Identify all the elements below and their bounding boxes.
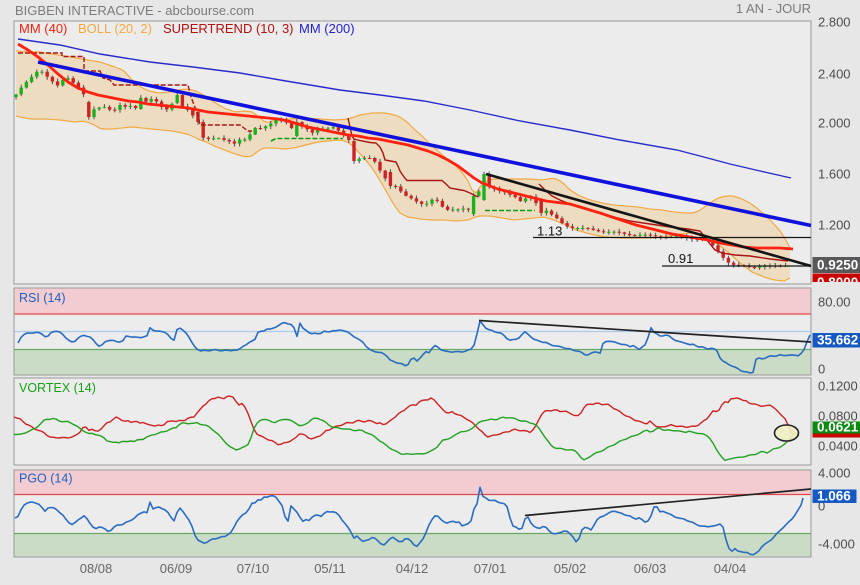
svg-text:1 AN - JOUR: 1 AN - JOUR — [736, 1, 811, 16]
svg-text:08/08: 08/08 — [80, 561, 113, 576]
svg-text:1.600: 1.600 — [818, 166, 851, 181]
svg-text:-4.000: -4.000 — [818, 536, 855, 551]
svg-text:1.13: 1.13 — [537, 224, 562, 239]
svg-text:0.0621: 0.0621 — [817, 420, 859, 435]
svg-text:1.200: 1.200 — [818, 217, 851, 232]
svg-text:VORTEX (14): VORTEX (14) — [19, 381, 96, 395]
svg-text:SUPERTREND (10, 3): SUPERTREND (10, 3) — [163, 21, 294, 36]
svg-text:2.400: 2.400 — [818, 66, 851, 81]
svg-text:0: 0 — [818, 361, 825, 376]
svg-text:06/03: 06/03 — [634, 561, 667, 576]
svg-text:4.000: 4.000 — [818, 465, 851, 480]
svg-text:35.662: 35.662 — [817, 333, 858, 348]
svg-text:0.1200: 0.1200 — [818, 378, 858, 393]
svg-text:0.0400: 0.0400 — [818, 438, 858, 453]
svg-text:RSI (14): RSI (14) — [19, 291, 66, 305]
svg-text:1.066: 1.066 — [817, 489, 851, 504]
svg-text:0.91: 0.91 — [668, 251, 693, 266]
svg-text:MM (200): MM (200) — [299, 21, 355, 36]
svg-text:0.9250: 0.9250 — [817, 258, 858, 273]
svg-text:MM (40): MM (40) — [19, 21, 67, 36]
svg-text:BIGBEN INTERACTIVE - abcbourse: BIGBEN INTERACTIVE - abcbourse.com — [15, 3, 254, 18]
svg-text:2.000: 2.000 — [818, 115, 851, 130]
svg-text:07/10: 07/10 — [237, 561, 270, 576]
svg-text:04/04: 04/04 — [714, 561, 747, 576]
svg-text:80.00: 80.00 — [818, 294, 851, 309]
svg-text:BOLL (20, 2): BOLL (20, 2) — [78, 21, 152, 36]
svg-text:2.800: 2.800 — [818, 14, 851, 29]
svg-text:05/02: 05/02 — [554, 561, 587, 576]
svg-text:PGO (14): PGO (14) — [19, 472, 73, 486]
svg-text:04/12: 04/12 — [396, 561, 429, 576]
svg-text:06/09: 06/09 — [160, 561, 193, 576]
svg-text:05/11: 05/11 — [314, 561, 346, 576]
svg-text:07/01: 07/01 — [474, 561, 507, 576]
